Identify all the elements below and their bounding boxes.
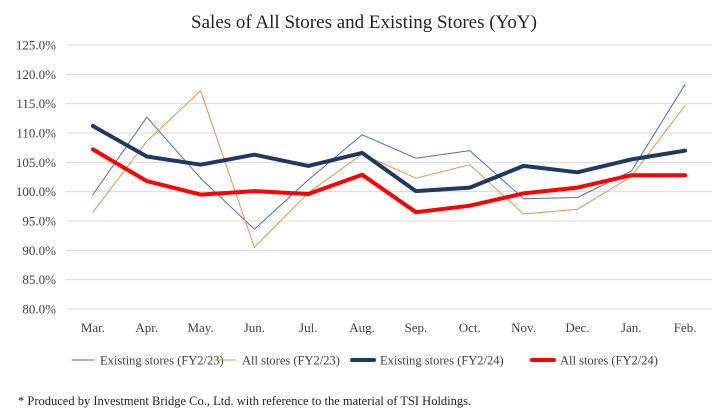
- y-tick-label: 105.0%: [16, 155, 56, 170]
- x-tick-label: Nov.: [511, 320, 536, 335]
- y-tick-label: 115.0%: [16, 96, 56, 111]
- legend: Existing stores (FY2/23) All stores (FY2/…: [71, 354, 658, 368]
- y-tick-label: 125.0%: [16, 38, 56, 53]
- y-tick-label: 90.0%: [22, 243, 56, 258]
- legend-entry: Existing stores (FY2/24): [350, 354, 504, 368]
- legend-label: All stores (FY2/23): [242, 354, 340, 368]
- y-tick-label: 120.0%: [16, 67, 56, 82]
- legend-label: Existing stores (FY2/23): [100, 354, 224, 368]
- series-line-1: [92, 90, 686, 248]
- x-tick-label: Jun.: [244, 320, 265, 335]
- x-tick-label: Aug.: [349, 320, 375, 335]
- x-tick-label: Dec.: [565, 320, 589, 335]
- x-tick-label: Jul.: [299, 320, 317, 335]
- legend-label: Existing stores (FY2/24): [380, 354, 504, 368]
- series-line-0: [92, 83, 686, 230]
- line-chart: Sales of All Stores and Existing Stores …: [16, 12, 712, 368]
- chart-title: Sales of All Stores and Existing Stores …: [191, 12, 537, 33]
- x-tick-label: May.: [187, 320, 213, 335]
- x-axis-ticks: Mar. Apr. May. Jun. Jul. Aug. Sep. Oct. Nov. Dec.…: [81, 320, 697, 335]
- legend-label: All stores (FY2/24): [560, 354, 658, 368]
- y-tick-label: 100.0%: [16, 184, 56, 199]
- y-tick-label: 80.0%: [22, 302, 56, 317]
- legend-entry: Existing stores (FY2/23): [71, 354, 224, 368]
- y-tick-label: 110.0%: [16, 126, 56, 141]
- y-tick-label: 85.0%: [22, 272, 56, 287]
- series-lines: [90, 83, 688, 248]
- x-tick-label: Apr.: [135, 320, 158, 335]
- x-tick-label: Mar.: [81, 320, 105, 335]
- series-line-2: [90, 124, 688, 194]
- series-line-3: [90, 147, 688, 215]
- legend-entry: All stores (FY2/23): [213, 354, 340, 368]
- y-axis-ticks: 125.0% 120.0% 115.0% 110.0% 105.0% 100.0% 95.0…: [16, 38, 56, 317]
- footnote: * Produced by Investment Bridge Co., Ltd…: [18, 394, 472, 408]
- x-tick-label: Oct.: [459, 320, 481, 335]
- legend-entry: All stores (FY2/24): [530, 354, 658, 368]
- x-tick-label: Feb.: [674, 320, 697, 335]
- x-tick-label: Sep.: [405, 320, 428, 335]
- x-tick-label: Jan.: [621, 320, 642, 335]
- y-tick-label: 95.0%: [22, 214, 56, 229]
